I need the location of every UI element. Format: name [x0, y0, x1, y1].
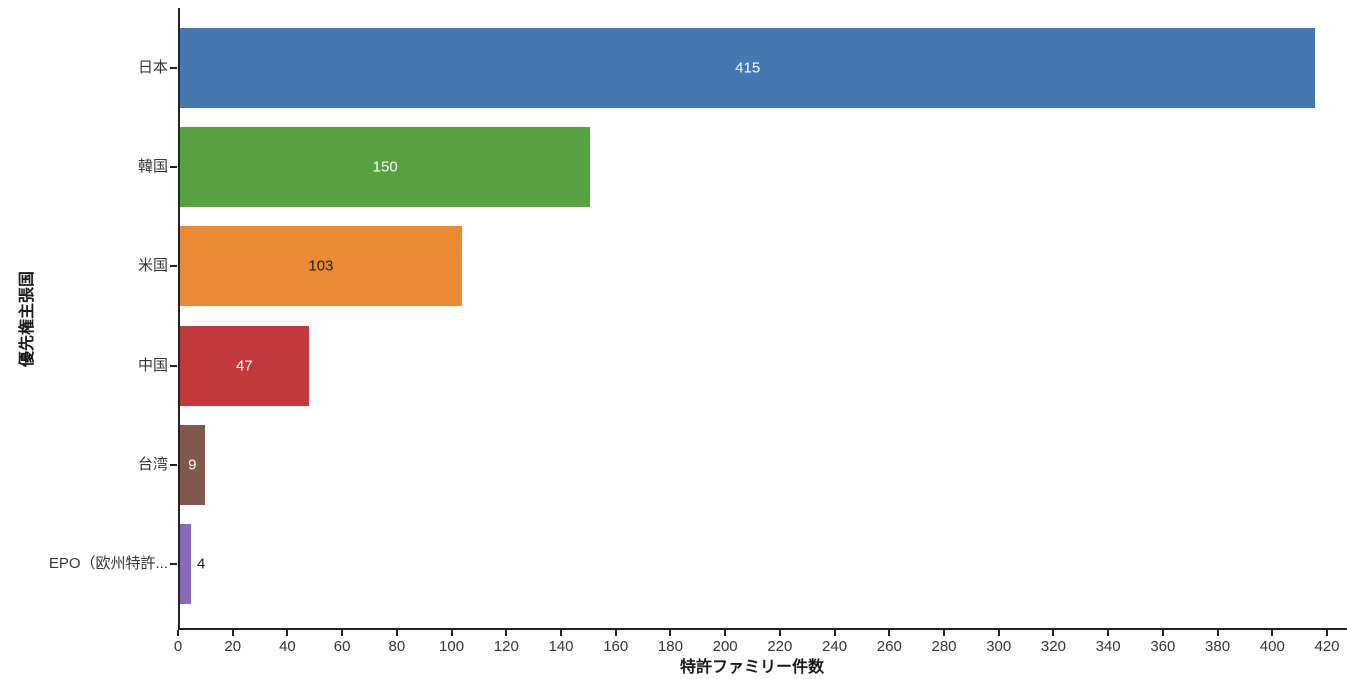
bar: 47 — [180, 325, 309, 406]
x-tick-mark — [1107, 630, 1110, 636]
x-tick-label: 380 — [1205, 638, 1231, 655]
x-tick-label: 40 — [279, 638, 296, 655]
bar-value-label: 415 — [735, 59, 761, 77]
x-tick-label: 180 — [657, 638, 683, 655]
x-tick-label: 60 — [333, 638, 351, 655]
y-tick-label: 米国 — [137, 257, 168, 275]
x-tick-mark — [778, 630, 781, 636]
x-tick-label: 400 — [1259, 638, 1285, 655]
x-tick-mark — [395, 630, 398, 636]
x-tick-label: 420 — [1314, 638, 1340, 655]
bar-row: 150 — [180, 117, 1347, 216]
x-tick-mark — [231, 630, 234, 636]
x-tick-mark — [450, 630, 453, 636]
x-tick-mark — [888, 630, 891, 636]
x-tick-mark — [943, 630, 945, 636]
bar-row: 47 — [180, 316, 1347, 415]
x-tick-label: 340 — [1095, 638, 1121, 655]
y-tick-mark — [170, 265, 177, 268]
y-tick-label: 台湾 — [137, 456, 168, 473]
y-tick-mark — [170, 563, 177, 566]
x-axis-title: 特許ファミリー件数 — [679, 659, 825, 676]
bar-row: 415 — [180, 18, 1347, 117]
bar: 4 — [180, 524, 205, 605]
bar-row: 4 — [180, 515, 1347, 614]
x-tick-mark — [614, 630, 617, 636]
y-tick-mark — [170, 166, 177, 168]
x-tick-label: 20 — [224, 638, 242, 655]
bar-row: 103 — [180, 217, 1347, 316]
x-tick-label: 260 — [876, 638, 902, 655]
x-tick-mark — [669, 630, 672, 636]
x-tick-mark — [341, 630, 344, 636]
x-tick-label: 160 — [603, 638, 629, 655]
y-tick-mark — [170, 66, 177, 69]
x-tick-label: 0 — [173, 638, 183, 655]
x-tick-mark — [833, 630, 836, 636]
bar: 9 — [180, 424, 205, 505]
x-tick-label: 200 — [712, 638, 738, 655]
bar-value-label: 9 — [188, 456, 197, 474]
x-tick-label: 280 — [931, 638, 957, 655]
bar: 415 — [180, 27, 1316, 108]
y-tick-mark — [170, 464, 177, 466]
x-tick-mark — [560, 630, 562, 636]
x-tick-label: 120 — [493, 638, 519, 655]
x-tick-label: 220 — [767, 638, 793, 655]
x-tick-mark — [1326, 630, 1328, 636]
y-axis-title: 優先権主張国 — [19, 270, 36, 368]
bar: 103 — [180, 226, 462, 307]
x-tick-label: 300 — [986, 638, 1012, 655]
y-tick-label: 韓国 — [137, 158, 168, 175]
bar-value-label: 150 — [372, 158, 398, 176]
plot-area: 415 150 103 47 9 4 — [178, 8, 1347, 630]
x-tick-mark — [724, 630, 727, 636]
x-tick-label: 240 — [822, 638, 848, 655]
y-tick-mark — [170, 364, 177, 367]
y-tick-label: 中国 — [137, 356, 168, 374]
bar-value-label: 103 — [308, 257, 334, 275]
x-tick-mark — [1161, 630, 1164, 636]
x-tick-label: 80 — [388, 638, 406, 655]
x-tick-mark — [286, 630, 289, 636]
x-tick-label: 360 — [1150, 638, 1176, 655]
x-tick-mark — [1052, 630, 1055, 636]
x-tick-mark — [997, 630, 1000, 636]
y-tick-label: EPO（欧州特許... — [48, 555, 168, 573]
x-tick-mark — [1216, 630, 1219, 636]
bar-row: 9 — [180, 415, 1347, 514]
x-tick-mark — [177, 630, 179, 636]
bar-value-label: 47 — [235, 357, 253, 375]
y-tick-label: 日本 — [137, 58, 168, 76]
x-tick-label: 140 — [548, 638, 574, 655]
bar: 150 — [180, 126, 591, 207]
x-tick-mark — [505, 630, 508, 636]
x-tick-mark — [1271, 630, 1274, 636]
x-tick-label: 100 — [439, 638, 465, 655]
x-tick-label: 320 — [1040, 638, 1066, 655]
bars-container: 415 150 103 47 9 4 — [180, 18, 1347, 614]
bar-value-label: 4 — [196, 555, 206, 573]
